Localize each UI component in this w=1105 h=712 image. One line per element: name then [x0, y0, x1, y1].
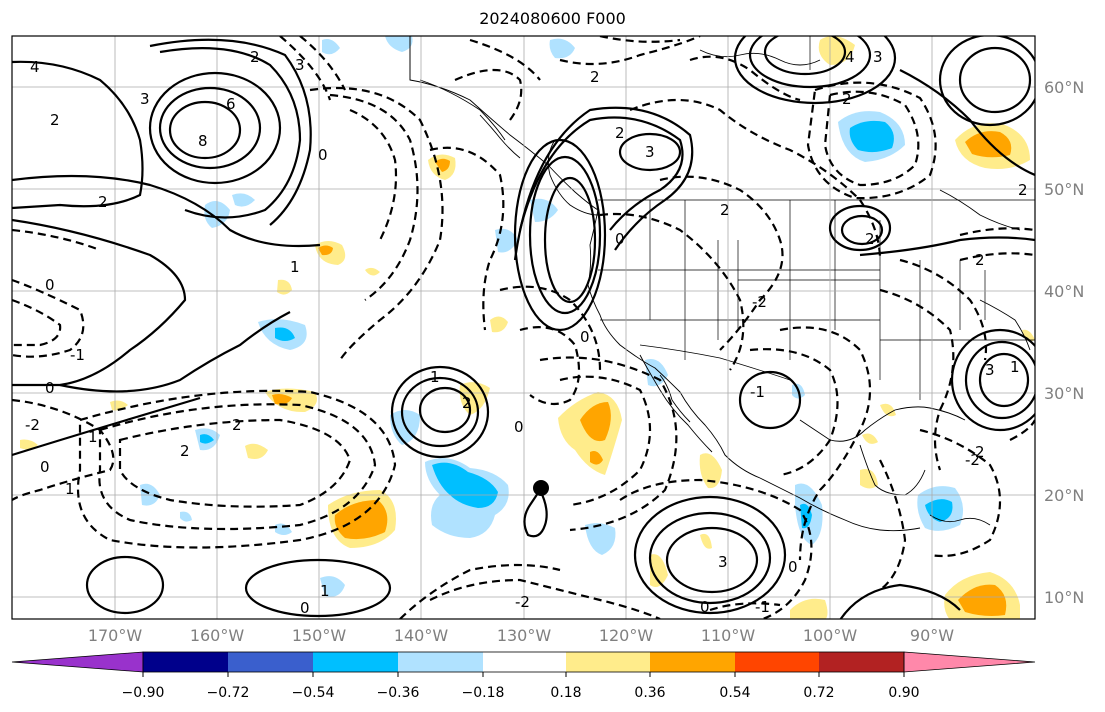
- contour-label: 2: [615, 124, 625, 142]
- latitude-labels: 60°N 50°N 40°N 30°N 20°N 10°N: [1044, 78, 1084, 607]
- contour-label: 0: [300, 599, 310, 617]
- lon-label: 150°W: [292, 626, 347, 645]
- contour-label: 2: [865, 230, 875, 248]
- lat-label: 40°N: [1044, 282, 1084, 301]
- lon-label: 100°W: [803, 626, 858, 645]
- contour-label: 1: [1010, 358, 1020, 376]
- contour-label: 3: [645, 143, 655, 161]
- contour-label: 2: [590, 68, 600, 86]
- contour-label: -2: [752, 293, 767, 311]
- colorbar-segment: [228, 652, 313, 672]
- contour-label: 2: [842, 90, 852, 108]
- contour-label: -2: [515, 593, 530, 611]
- colorbar: −0.90 −0.72 −0.54 −0.36 −0.18 0.18 0.36 …: [11, 651, 1036, 701]
- map-frame: [11, 35, 1036, 620]
- lon-label: 90°W: [910, 626, 954, 645]
- dashed-contours: [12, 36, 1035, 619]
- contour-label: 2: [975, 443, 985, 461]
- contour-label: 0: [615, 230, 625, 248]
- contour-label: 3: [718, 553, 728, 571]
- contour-label: -1: [70, 346, 85, 364]
- colorbar-tick-label: −0.90: [122, 685, 165, 701]
- colorbar-segment: [313, 652, 398, 672]
- lat-label: 20°N: [1044, 486, 1084, 505]
- map-content: [12, 36, 1035, 619]
- colorbar-segment: [566, 652, 650, 672]
- colorbar-tick-label: 0.36: [634, 685, 665, 701]
- storm-marker: [533, 480, 549, 496]
- lon-label: 170°W: [88, 626, 143, 645]
- lat-label: 50°N: [1044, 180, 1084, 199]
- colorbar-segment: [398, 652, 483, 672]
- colorbar-tick-label: 0.90: [888, 685, 919, 701]
- contour-label: 1: [430, 368, 440, 386]
- lat-label: 60°N: [1044, 78, 1084, 97]
- contour-label: 2: [232, 416, 242, 434]
- contour-label: 2: [180, 442, 190, 460]
- colorbar-tick-label: 0.54: [719, 685, 750, 701]
- contour-label-group: 4 3 2 8 6 2 0 3 2 1 2 3 2 4 3 0 2 2 1 0 …: [25, 48, 1028, 617]
- colorbar-ticks: [142, 672, 905, 677]
- lon-label: 140°W: [394, 626, 449, 645]
- contour-label: 3: [873, 48, 883, 66]
- contour-label: -1: [755, 598, 770, 616]
- lon-label: 120°W: [599, 626, 654, 645]
- contour-label: -2: [965, 451, 980, 469]
- contour-label: 0: [45, 276, 55, 294]
- positive-shading: [20, 36, 1035, 619]
- contour-label: 0: [318, 146, 328, 164]
- contour-label: 0: [788, 558, 798, 576]
- solid-contours: [12, 36, 1035, 619]
- contour-label: 2: [975, 251, 985, 269]
- contour-label: 8: [198, 132, 208, 150]
- contour-label: 1: [290, 258, 300, 276]
- contour-label: 2: [50, 111, 60, 129]
- lat-label: 10°N: [1044, 588, 1084, 607]
- contour-label: 0: [40, 458, 50, 476]
- contour-label: 1: [88, 428, 98, 446]
- contour-label: 4: [845, 48, 855, 66]
- political-borders: [409, 36, 1035, 400]
- contour-label: 0: [580, 328, 590, 346]
- contour-label: 2: [1018, 181, 1028, 199]
- contour-label: 3: [985, 361, 995, 379]
- contour-label: 1: [65, 480, 75, 498]
- colorbar-segment: [143, 652, 228, 672]
- contour-label: 0: [45, 379, 55, 397]
- contour-label: 4: [30, 58, 40, 76]
- lon-label: 160°W: [190, 626, 245, 645]
- colorbar-tick-label: 0.72: [803, 685, 834, 701]
- colorbar-segment: [735, 652, 819, 672]
- colorbar-tick-label: 0.18: [550, 685, 581, 701]
- contour-label: 1: [320, 582, 330, 600]
- longitude-labels: 170°W 160°W 150°W 140°W 130°W 120°W 110°…: [88, 626, 954, 645]
- contour-label: 2: [250, 48, 260, 66]
- contour-label: 3: [140, 90, 150, 108]
- contour-label: 6: [226, 95, 236, 113]
- colorbar-tick-label: −0.18: [462, 685, 505, 701]
- contour-label: 0: [700, 598, 710, 616]
- contour-label: -2: [25, 416, 40, 434]
- colorbar-segment: [819, 652, 904, 672]
- contour-label: 2: [462, 394, 472, 412]
- contour-label: 2: [720, 201, 730, 219]
- contour-label: 3: [295, 56, 305, 74]
- colorbar-tick-label: −0.72: [207, 685, 250, 701]
- map-title: 2024080600 F000: [479, 9, 626, 28]
- colorbar-tick-label: −0.36: [377, 685, 420, 701]
- colorbar-outline: [142, 651, 905, 673]
- contour-label: 0: [514, 418, 524, 436]
- lat-label: 30°N: [1044, 384, 1084, 403]
- colorbar-segment: [650, 652, 735, 672]
- colorbar-segment: [483, 652, 566, 672]
- colorbar-extend-high: [903, 651, 1036, 673]
- colorbar-extend-low: [11, 651, 144, 673]
- contour-label: -1: [750, 383, 765, 401]
- lon-label: 130°W: [497, 626, 552, 645]
- colorbar-tick-label: −0.54: [292, 685, 335, 701]
- contour-label: 2: [98, 193, 108, 211]
- lon-label: 110°W: [701, 626, 756, 645]
